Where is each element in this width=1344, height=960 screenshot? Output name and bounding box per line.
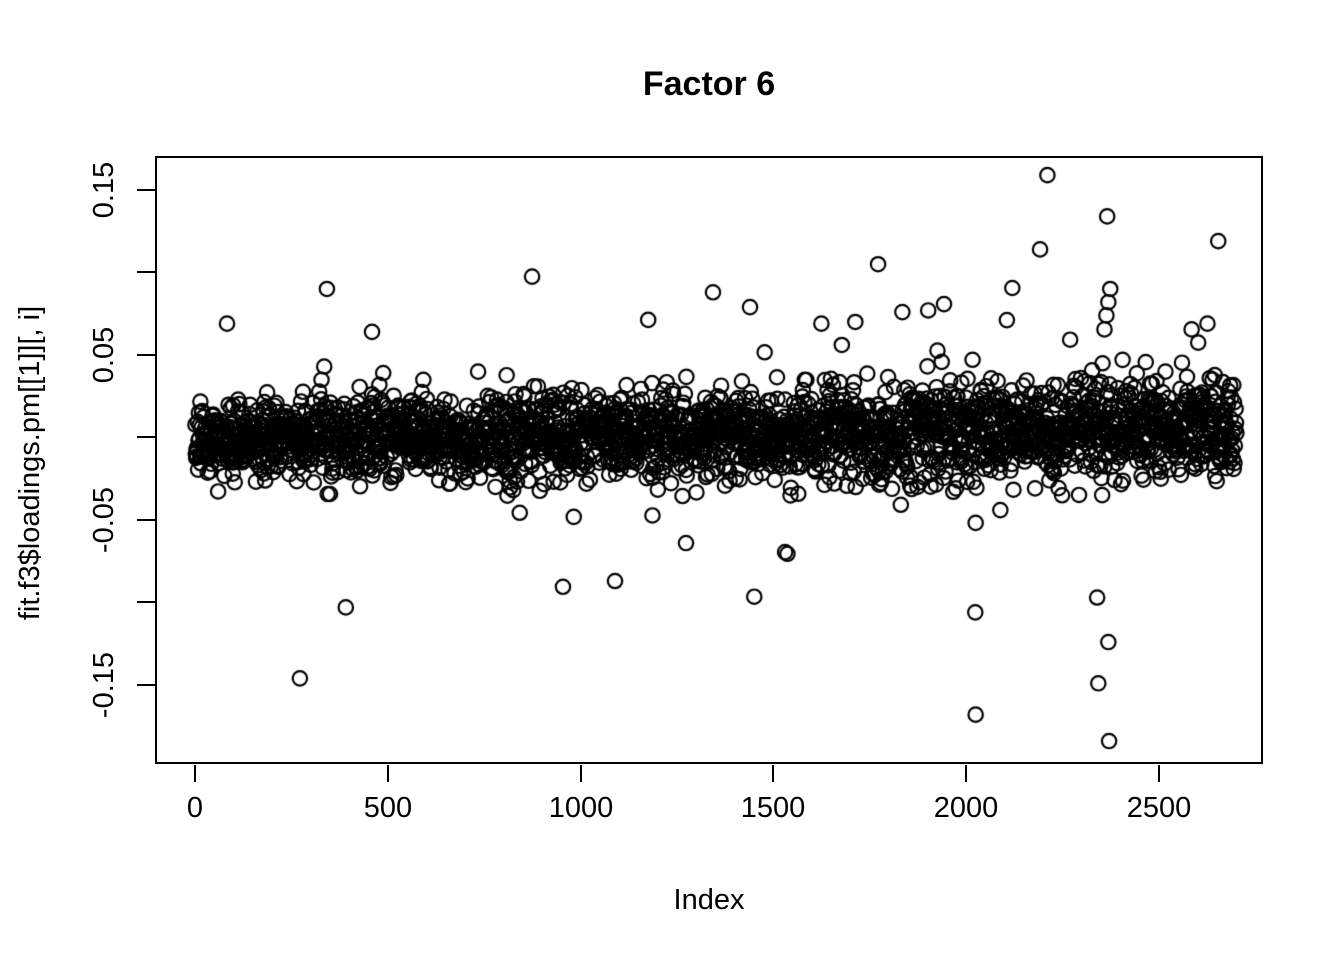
y-tick-label: 0.05 xyxy=(88,326,120,384)
y-tick-mark xyxy=(137,189,155,191)
y-tick-label: -0.05 xyxy=(88,486,120,554)
y-tick-mark xyxy=(137,684,155,686)
y-tick-mark xyxy=(137,354,155,356)
y-axis-title: fit.f3$loadings.pm[[1]][, i] xyxy=(14,305,46,621)
y-tick-label: 0.15 xyxy=(88,161,120,219)
x-tick-mark xyxy=(194,765,196,782)
y-tick-label: -0.15 xyxy=(88,651,120,719)
scatter-points-canvas xyxy=(155,156,1263,764)
y-tick-mark xyxy=(137,271,155,273)
x-tick-label: 2500 xyxy=(1126,792,1192,824)
x-tick-label: 0 xyxy=(186,792,204,824)
x-tick-label: 500 xyxy=(363,792,413,824)
chart-title: Factor 6 xyxy=(642,65,776,103)
x-tick-mark xyxy=(965,765,967,782)
y-tick-mark xyxy=(137,436,155,438)
x-tick-label: 1000 xyxy=(548,792,614,824)
y-tick-mark xyxy=(137,601,155,603)
x-tick-label: 1500 xyxy=(740,792,806,824)
x-tick-mark xyxy=(387,765,389,782)
x-tick-label: 2000 xyxy=(933,792,999,824)
x-tick-mark xyxy=(580,765,582,782)
y-tick-mark xyxy=(137,519,155,521)
x-tick-mark xyxy=(772,765,774,782)
x-axis-title: Index xyxy=(673,884,745,916)
x-tick-mark xyxy=(1158,765,1160,782)
